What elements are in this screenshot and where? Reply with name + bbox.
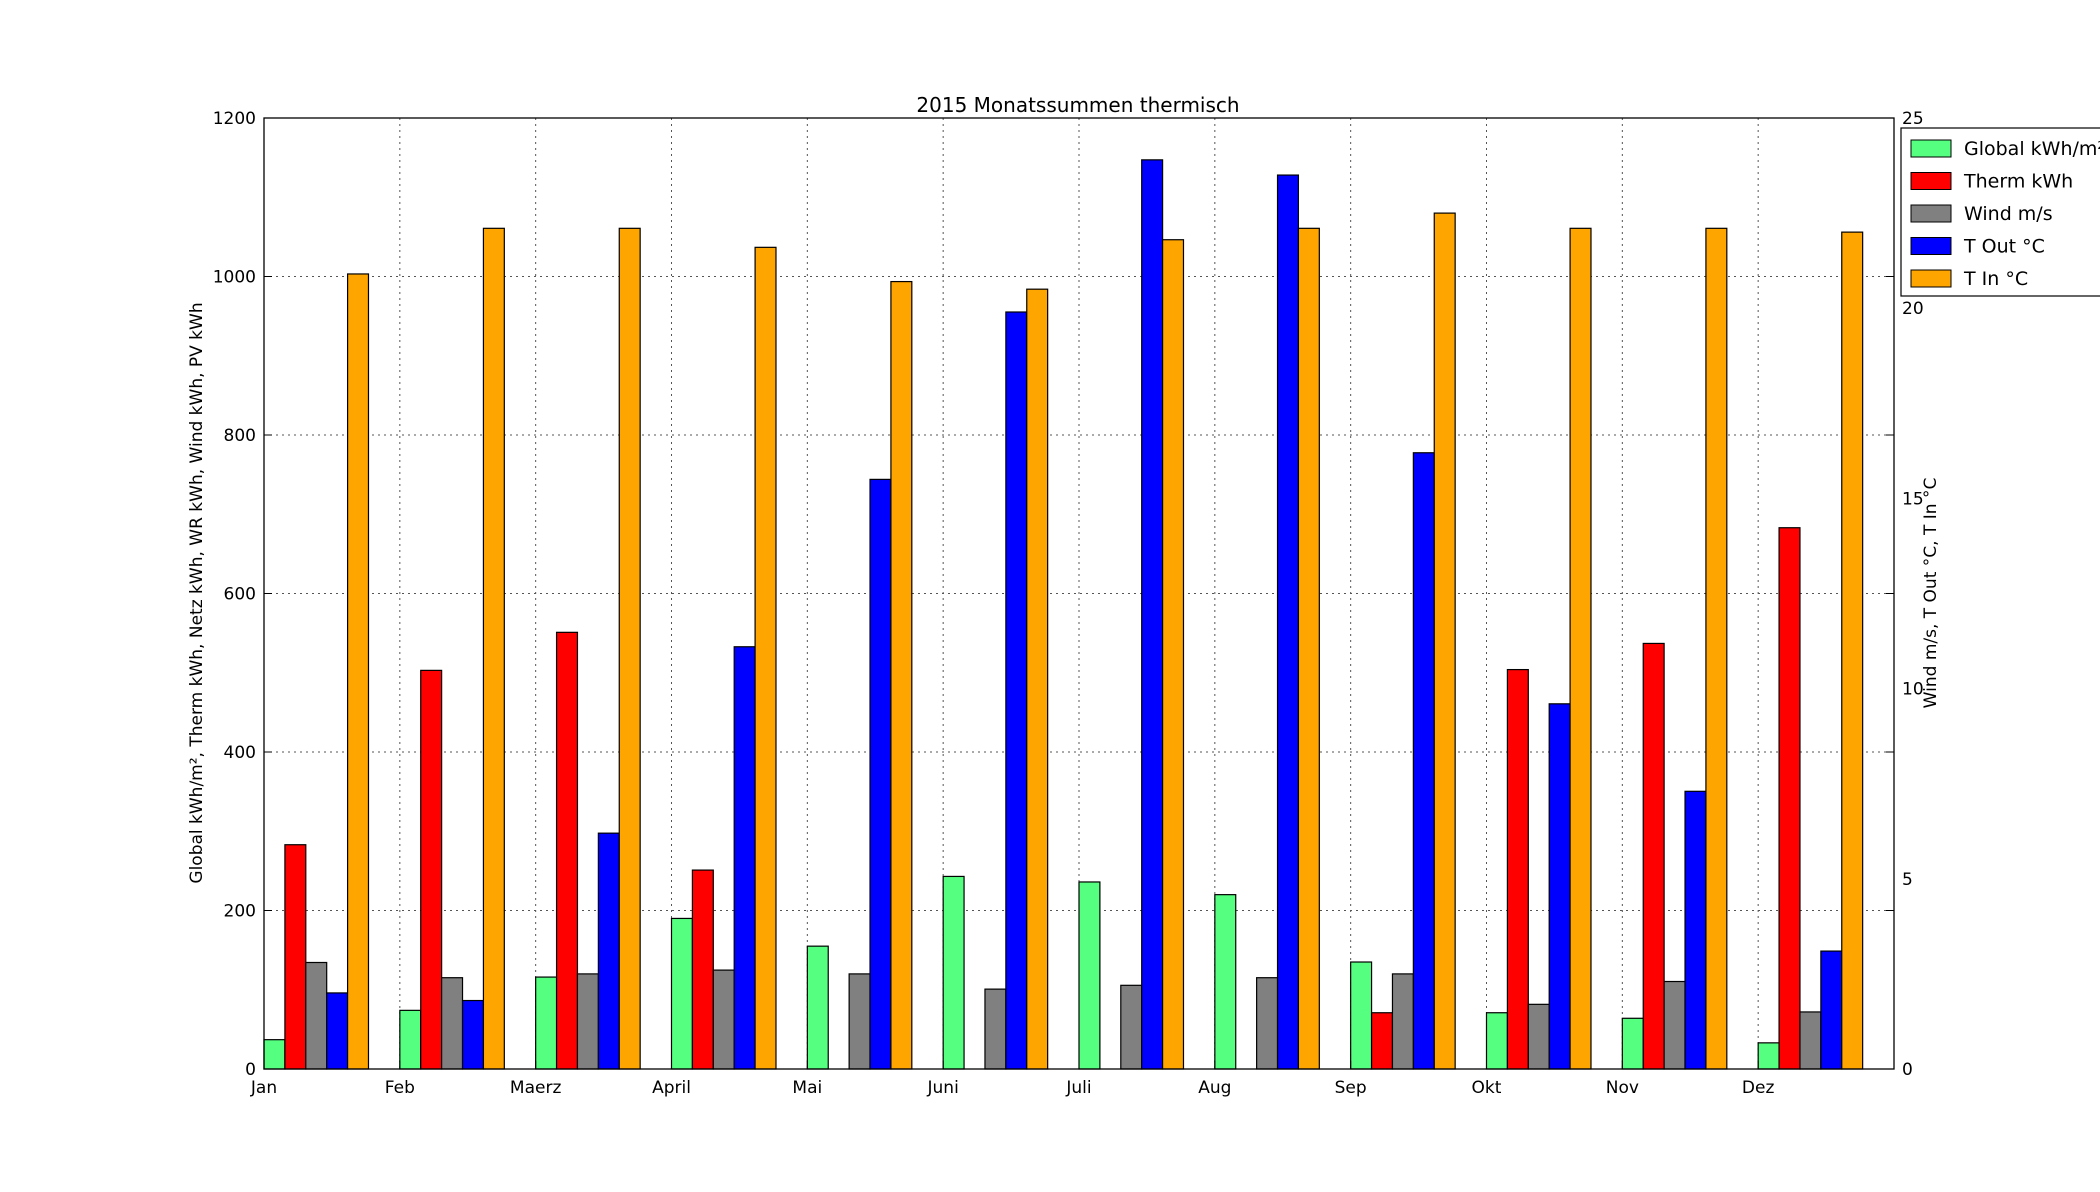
x-tick-label: Mai bbox=[792, 1078, 822, 1098]
bar-3-11 bbox=[1820, 950, 1843, 1070]
x-tick-label: Feb bbox=[385, 1078, 415, 1098]
bar-2-2 bbox=[576, 973, 599, 1070]
legend-swatch bbox=[1910, 172, 1952, 190]
y-left-tick-label: 800 bbox=[224, 426, 256, 446]
bar-1-1 bbox=[420, 669, 443, 1070]
bar-2-0 bbox=[305, 961, 328, 1070]
bar-3-4 bbox=[869, 478, 892, 1070]
bar-0-3 bbox=[670, 917, 693, 1070]
y-axis-left-label: Global kWh/m², Therm kWh, Netz kWh, WR k… bbox=[187, 302, 207, 883]
bar-3-9 bbox=[1548, 703, 1571, 1070]
bar-0-9 bbox=[1485, 1012, 1508, 1070]
legend-label: T Out °C bbox=[1963, 236, 2045, 258]
x-tick-label: Juni bbox=[927, 1078, 959, 1098]
bar-0-8 bbox=[1350, 961, 1373, 1070]
legend-label: T In °C bbox=[1963, 268, 2028, 290]
bar-0-7 bbox=[1214, 894, 1237, 1070]
bar-4-11 bbox=[1841, 231, 1864, 1070]
bar-1-0 bbox=[284, 844, 307, 1070]
x-tick-label: Jan bbox=[250, 1078, 277, 1098]
bar-2-1 bbox=[441, 977, 464, 1070]
bar-1-10 bbox=[1642, 642, 1665, 1070]
x-tick-label: Sep bbox=[1335, 1078, 1367, 1098]
bar-4-7 bbox=[1297, 227, 1320, 1070]
bar-2-6 bbox=[1120, 984, 1143, 1070]
x-tick-label: Aug bbox=[1198, 1078, 1231, 1098]
bar-3-8 bbox=[1412, 452, 1435, 1070]
bar-0-0 bbox=[263, 1039, 286, 1070]
bar-3-5 bbox=[1005, 311, 1028, 1070]
bar-2-9 bbox=[1527, 1003, 1550, 1070]
bar-4-3 bbox=[754, 246, 777, 1070]
x-tick-label: April bbox=[652, 1078, 691, 1098]
legend-label: Global kWh/m² bbox=[1964, 138, 2100, 160]
x-tick-label: Maerz bbox=[510, 1078, 562, 1098]
legend-swatch bbox=[1910, 139, 1952, 158]
bars-layer bbox=[263, 159, 1864, 1070]
bar-0-2 bbox=[535, 976, 558, 1070]
bar-4-8 bbox=[1433, 212, 1456, 1070]
bar-4-5 bbox=[1026, 288, 1049, 1070]
bar-2-7 bbox=[1256, 977, 1279, 1070]
bar-4-0 bbox=[346, 273, 370, 1070]
y-left-tick-label: 200 bbox=[224, 902, 256, 922]
bar-1-8 bbox=[1370, 1012, 1394, 1070]
bar-0-4 bbox=[806, 945, 829, 1070]
y-right-tick-label: 10 bbox=[1902, 680, 1924, 700]
ticks-layer: 0 200 400 600 800 1000 1200 0 5 10 15 20 25 Jan Feb Mae… bbox=[213, 109, 1924, 1098]
bar-3-3 bbox=[733, 646, 756, 1070]
x-tick-label: Dez bbox=[1742, 1078, 1775, 1098]
y-right-tick-label: 20 bbox=[1902, 299, 1924, 319]
bar-3-0 bbox=[326, 992, 349, 1070]
bar-0-5 bbox=[942, 875, 965, 1070]
bar-2-10 bbox=[1663, 980, 1686, 1070]
bar-4-6 bbox=[1161, 239, 1185, 1070]
bar-4-9 bbox=[1569, 227, 1592, 1070]
bar-3-2 bbox=[597, 832, 620, 1070]
bar-0-10 bbox=[1621, 1017, 1644, 1070]
bar-4-1 bbox=[482, 227, 505, 1070]
y-right-tick-label: 25 bbox=[1902, 109, 1924, 129]
bar-3-6 bbox=[1141, 159, 1164, 1070]
bar-4-2 bbox=[618, 227, 641, 1070]
y-left-tick-label: 400 bbox=[224, 743, 256, 763]
legend: Global kWh/m² Therm kWh Wind m/s T Out °C T … bbox=[1900, 127, 2100, 297]
legend-label: Therm kWh bbox=[1963, 171, 2073, 193]
bar-1-3 bbox=[691, 869, 714, 1070]
bar-2-4 bbox=[848, 973, 871, 1070]
bar-1-11 bbox=[1778, 527, 1801, 1070]
bar-2-5 bbox=[984, 988, 1007, 1070]
bar-3-1 bbox=[461, 999, 485, 1070]
bar-4-10 bbox=[1705, 227, 1728, 1070]
x-tick-label: Juli bbox=[1065, 1078, 1091, 1098]
legend-label: Wind m/s bbox=[1964, 203, 2053, 225]
x-tick-label: Nov bbox=[1606, 1078, 1639, 1098]
bar-3-10 bbox=[1684, 790, 1707, 1070]
y-left-tick-label: 600 bbox=[224, 585, 256, 605]
chart-title: 2015 Monatssummen thermisch bbox=[916, 93, 1239, 117]
y-right-tick-label: 0 bbox=[1902, 1060, 1913, 1080]
y-left-tick-label: 0 bbox=[245, 1060, 256, 1080]
bar-0-1 bbox=[399, 1009, 422, 1070]
x-tick-label: Okt bbox=[1472, 1078, 1502, 1098]
y-left-tick-label: 1200 bbox=[213, 109, 256, 129]
y-left-tick-label: 1000 bbox=[213, 268, 256, 288]
bar-2-3 bbox=[712, 969, 735, 1070]
bar-2-11 bbox=[1799, 1011, 1822, 1070]
bar-2-8 bbox=[1391, 973, 1414, 1070]
bar-1-2 bbox=[555, 631, 579, 1070]
y-axis-right-label: Wind m/s, T Out °C, T In °C bbox=[1921, 478, 1941, 709]
legend-swatch bbox=[1910, 269, 1952, 288]
bar-0-6 bbox=[1078, 881, 1101, 1070]
y-right-tick-label: 15 bbox=[1902, 489, 1924, 509]
legend-swatch bbox=[1910, 237, 1952, 255]
bar-3-7 bbox=[1276, 174, 1300, 1070]
legend-swatch bbox=[1910, 204, 1952, 223]
bar-1-9 bbox=[1506, 668, 1529, 1070]
bar-0-11 bbox=[1757, 1042, 1780, 1070]
y-right-tick-label: 5 bbox=[1902, 870, 1913, 890]
bar-4-4 bbox=[890, 280, 913, 1070]
